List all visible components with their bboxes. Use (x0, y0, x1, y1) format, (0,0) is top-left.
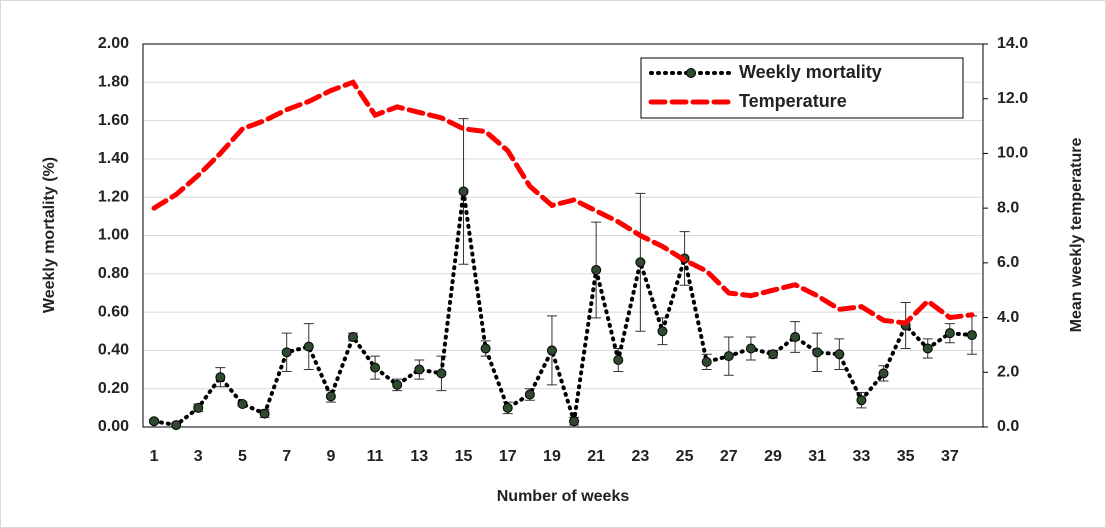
y2-tick-label: 8.0 (997, 199, 1019, 216)
marker (303, 341, 314, 352)
x-tick-label: 17 (499, 448, 517, 465)
y-tick-label: 0.40 (98, 342, 129, 359)
x-tick-label: 9 (326, 448, 335, 465)
y-tick-label: 0.20 (98, 380, 129, 397)
legend-label: Weekly mortality (739, 62, 882, 82)
marker (591, 264, 602, 275)
y-tick-label: 1.20 (98, 188, 129, 205)
marker (436, 368, 447, 379)
marker (502, 402, 513, 413)
marker (613, 354, 624, 365)
legend-marker (686, 68, 696, 78)
marker (635, 257, 646, 268)
marker (856, 395, 867, 406)
y-tick-label: 1.40 (98, 150, 129, 167)
marker (524, 389, 535, 400)
marker (834, 349, 845, 360)
x-tick-label: 13 (410, 448, 428, 465)
marker (259, 408, 270, 419)
marker (657, 326, 668, 337)
marker (414, 364, 425, 375)
marker (768, 349, 778, 360)
y-tick-label: 0.80 (98, 265, 129, 282)
y-tick-label: 0.60 (98, 303, 129, 320)
y2-tick-label: 12.0 (997, 90, 1028, 107)
marker (171, 420, 182, 431)
x-tick-label: 19 (543, 448, 561, 465)
y-tick-label: 1.60 (98, 112, 129, 129)
marker (790, 331, 801, 342)
marker (812, 347, 823, 358)
marker (325, 391, 336, 402)
x-tick-label: 5 (238, 448, 247, 465)
marker (348, 331, 358, 342)
marker (745, 343, 756, 354)
marker (878, 368, 889, 379)
y2-tick-label: 0.0 (997, 418, 1019, 435)
marker (480, 343, 491, 354)
x-tick-label: 21 (587, 448, 605, 465)
y-tick-label: 1.80 (98, 74, 129, 91)
marker (966, 330, 977, 341)
y-tick-label: 0.00 (98, 418, 129, 435)
x-axis-label: Number of weeks (497, 488, 630, 505)
x-tick-label: 33 (853, 448, 871, 465)
marker (546, 345, 557, 356)
marker (944, 328, 955, 339)
x-tick-label: 1 (150, 448, 159, 465)
y-axis-label: Weekly mortality (%) (41, 157, 58, 313)
plot-frame (142, 43, 984, 428)
y2-tick-label: 4.0 (997, 309, 1019, 326)
marker (392, 379, 403, 390)
x-tick-label: 15 (455, 448, 473, 465)
x-tick-label: 3 (194, 448, 203, 465)
marker (701, 356, 712, 367)
marker (458, 186, 469, 197)
series-line (151, 79, 975, 326)
marker (370, 362, 381, 373)
marker (723, 351, 734, 362)
y2-tick-label: 6.0 (997, 254, 1019, 271)
marker (922, 343, 933, 354)
y2-tick-label: 14.0 (997, 35, 1028, 52)
marker (569, 416, 580, 427)
x-tick-label: 37 (941, 448, 959, 465)
marker (237, 399, 248, 410)
y-tick-label: 2.00 (98, 35, 129, 52)
legend-label: Temperature (739, 91, 847, 111)
x-tick-label: 29 (764, 448, 782, 465)
x-tick-label: 23 (631, 448, 649, 465)
x-tick-label: 7 (282, 448, 291, 465)
x-tick-label: 11 (367, 448, 384, 465)
marker (215, 372, 226, 383)
marker (193, 402, 204, 413)
y2-axis-label: Mean weekly temperature (1068, 138, 1085, 333)
marker (149, 416, 160, 427)
legend-box (640, 57, 964, 119)
x-tick-label: 27 (720, 448, 738, 465)
y-tick-label: 1.00 (98, 227, 129, 244)
x-tick-label: 31 (808, 448, 826, 465)
x-tick-label: 25 (676, 448, 694, 465)
marker (281, 347, 292, 358)
y2-tick-label: 2.0 (997, 364, 1019, 381)
x-tick-label: 35 (897, 448, 915, 465)
y2-tick-label: 10.0 (997, 145, 1028, 162)
